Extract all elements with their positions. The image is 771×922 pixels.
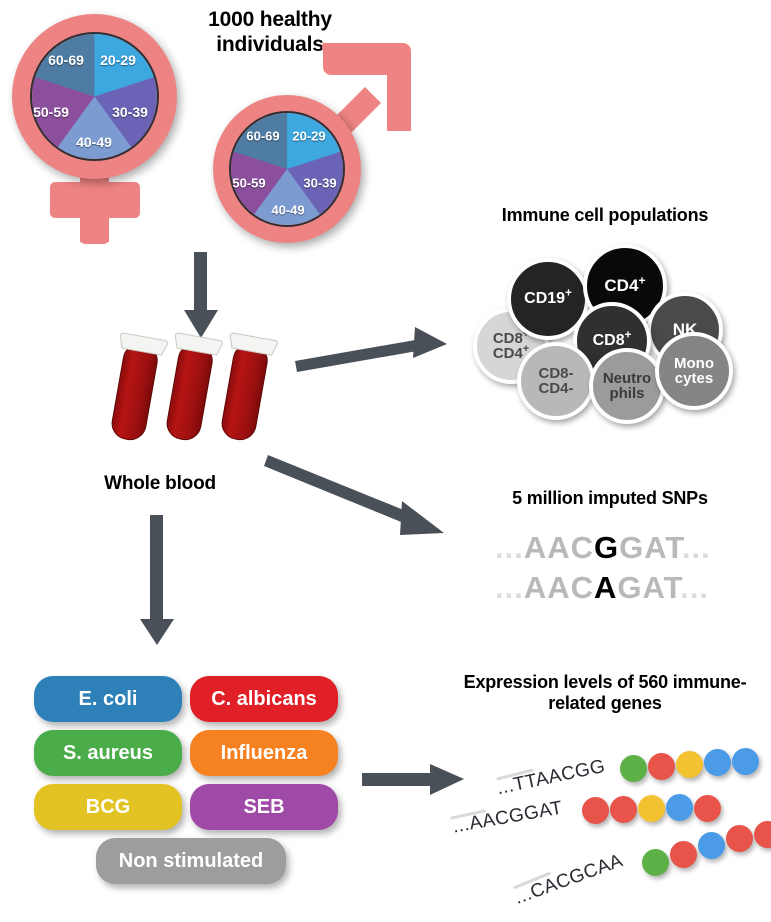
snp-left: AAC: [523, 570, 595, 605]
expression-chain-2: ...AACGGAT: [450, 783, 771, 839]
pie-label-20-29: 20-29: [292, 128, 326, 144]
bead-red: [648, 753, 675, 780]
expression-panel-title: Expression levels of 560 immune-related …: [463, 672, 747, 714]
page-title: 1000 healthy individuals: [208, 8, 332, 56]
bead-yellow: [676, 751, 703, 778]
cell-label: Neutro phils: [602, 369, 652, 402]
expression-chain-3: ...CACGCAA: [460, 821, 771, 909]
stimulus-s-aureus[interactable]: S. aureus: [34, 730, 182, 776]
cell-cd8n-cd4n: CD8- CD4-: [517, 342, 595, 420]
cell-neutrophils: Neutro phils: [589, 348, 665, 424]
snp-left: AAC: [523, 530, 595, 565]
bead-blue: [704, 749, 731, 776]
bead-red: [582, 797, 609, 824]
bead-red: [694, 795, 721, 822]
cell-label: CD4+: [604, 273, 646, 296]
bead-blue: [666, 794, 693, 821]
female-age-pie: [30, 32, 159, 161]
cell-label: CD8+: [592, 329, 632, 349]
stimulus-non-stimulated[interactable]: Non stimulated: [96, 838, 286, 884]
cell-label: CD8- CD4-: [538, 364, 574, 397]
stimulus-label: Influenza: [220, 741, 308, 764]
pie-label-30-39: 30-39: [112, 104, 148, 120]
stimulus-label: C. albicans: [211, 687, 317, 710]
snp-right: GAT: [619, 530, 682, 565]
pie-label-40-49: 40-49: [76, 134, 112, 150]
stimulus-label: SEB: [243, 795, 285, 818]
bead-red: [610, 796, 637, 823]
arrow-blood-to-immune: [295, 327, 447, 372]
snp-right: GAT: [617, 570, 681, 605]
pie-label-40-49: 40-49: [271, 202, 305, 218]
snp-variant: G: [594, 530, 620, 565]
arrow-blood-to-snps: [264, 455, 444, 535]
snp-suffix: ...: [681, 530, 711, 565]
snp-suffix: ...: [680, 570, 709, 605]
pie-label-30-39: 30-39: [303, 175, 337, 191]
bead-green: [642, 849, 669, 876]
snp-prefix: ...: [495, 530, 524, 565]
stimulus-label: E. coli: [78, 687, 138, 710]
immune-panel-title: Immune cell populations: [501, 205, 709, 225]
pie-label-50-59: 50-59: [232, 175, 266, 191]
bead-blue: [732, 748, 759, 775]
pie-label-60-69: 60-69: [246, 128, 280, 144]
pie-label-60-69: 60-69: [48, 52, 84, 68]
pie-label-20-29: 20-29: [100, 52, 136, 68]
stimulus-seb[interactable]: SEB: [190, 784, 338, 830]
expression-chains: ...TTAACGG ...AACGGAT ...CACGCAA: [450, 745, 771, 910]
male-age-pie: [229, 111, 345, 227]
pie-label-50-59: 50-59: [33, 104, 69, 120]
bead-red: [670, 841, 697, 868]
blood-tubes: [100, 330, 290, 465]
bead-red: [754, 821, 771, 848]
stimulus-bcg[interactable]: BCG: [34, 784, 182, 830]
arrow-blood-to-stimuli: [140, 515, 174, 645]
stimulus-influenza[interactable]: Influenza: [190, 730, 338, 776]
female-symbol: 20-29 30-39 40-49 50-59 60-69: [8, 12, 198, 247]
whole-blood-label: Whole blood: [104, 473, 216, 494]
cell-label: CD8+CD4+: [492, 328, 530, 362]
male-symbol: 20-29 30-39 40-49 50-59 60-69: [205, 35, 420, 243]
cell-label: Mono cytes: [674, 354, 714, 387]
stimulus-label: S. aureus: [62, 741, 154, 764]
arrow-cohort-to-blood: [184, 252, 218, 338]
snp-panel-title: 5 million imputed SNPs: [512, 488, 708, 508]
cell-label: CD19+: [524, 287, 572, 307]
bead-red: [726, 825, 753, 852]
age-pie-slices: [231, 113, 343, 225]
snp-prefix: ...: [495, 570, 524, 605]
female-cross-stem: [80, 182, 109, 244]
age-pie-slices: [32, 34, 157, 159]
bead-green: [620, 755, 647, 782]
expression-chain-1: ...TTAACGG: [460, 745, 771, 801]
bead-blue: [698, 832, 725, 859]
stimulus-c-albicans[interactable]: C. albicans: [190, 676, 338, 722]
stimulus-label: Non stimulated: [118, 849, 264, 872]
stimulus-e-coli[interactable]: E. coli: [34, 676, 182, 722]
immune-cell-cluster: CD8+CD4+ CD19+ CD4+ NK CD8+ CD8-CD4- Neu…: [455, 240, 745, 424]
stimulus-label: BCG: [85, 795, 131, 818]
snp-sequence-row-1: ...AACGGAT...: [495, 530, 711, 566]
snp-variant: A: [594, 570, 618, 605]
arrow-stimuli-to-expression: [362, 764, 464, 795]
stimuli-panel: E. coli C. albicans S. aureus Influenza …: [34, 676, 344, 896]
snp-sequence-row-2: ...AACAGAT...: [495, 570, 709, 606]
bead-yellow: [638, 795, 665, 822]
cell-monocytes: Mono cytes: [655, 332, 733, 410]
